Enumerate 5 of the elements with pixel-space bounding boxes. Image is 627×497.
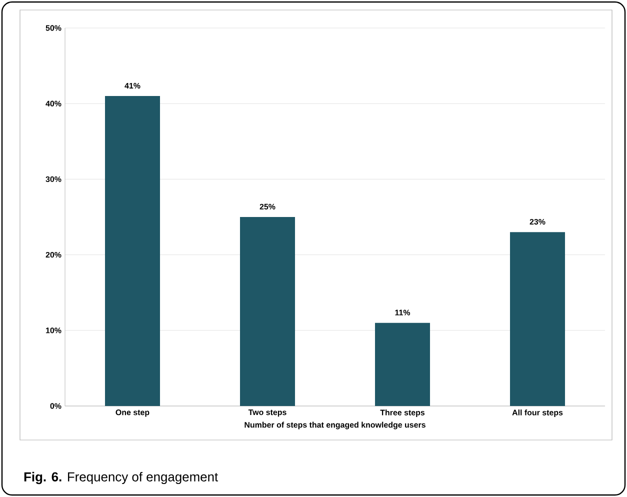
bar — [510, 232, 566, 406]
bar — [105, 96, 160, 406]
bar — [375, 322, 430, 406]
text: Fig. 6. Frequency of engagement — [24, 472, 218, 484]
bar — [240, 216, 296, 406]
